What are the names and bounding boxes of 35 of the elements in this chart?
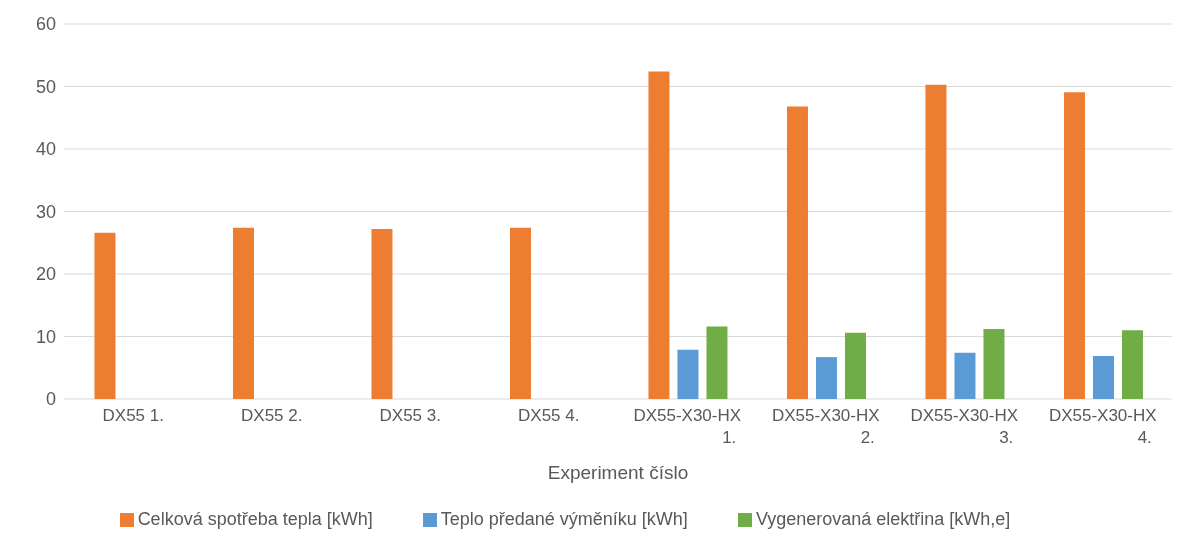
x-axis-title: Experiment číslo: [547, 462, 689, 483]
x-tick-label: DX55-X30-HX 4.: [1048, 406, 1157, 447]
bar: [706, 326, 728, 399]
bar: [232, 227, 254, 399]
bar: [648, 71, 670, 399]
y-tick-label: 50: [35, 76, 56, 97]
bar: [677, 349, 699, 399]
y-tick-label: 20: [35, 264, 56, 285]
y-tick-label: 60: [35, 14, 56, 35]
bar: [983, 329, 1005, 399]
bar: [509, 227, 531, 399]
x-tick-label: DX55 2.: [241, 406, 303, 425]
x-tick-label: DX55-X30-HX 1.: [633, 406, 742, 447]
bar: [1092, 355, 1114, 399]
y-tick-label: 0: [45, 389, 56, 410]
legend-label: Celková spotřeba tepla [kWh]: [137, 509, 373, 529]
bar: [815, 357, 837, 399]
bar: [786, 106, 808, 399]
bar: [1063, 92, 1085, 399]
x-tick-label: DX55 1.: [102, 406, 164, 425]
y-tick-label: 30: [35, 201, 56, 222]
x-tick-label: DX55 3.: [379, 406, 441, 425]
y-tick-label: 40: [35, 139, 56, 160]
bar: [925, 84, 947, 399]
bar: [371, 229, 393, 399]
legend-label: Teplo předané výměníku [kWh]: [440, 509, 688, 529]
x-tick-label: DX55-X30-HX 2.: [771, 406, 880, 447]
bar: [94, 232, 116, 399]
y-tick-label: 10: [35, 326, 56, 347]
x-tick-label: DX55-X30-HX 3.: [910, 406, 1019, 447]
bar: [1121, 330, 1143, 399]
legend-label: Vygenerovaná elektřina [kWh,e]: [755, 509, 1011, 529]
bar: [844, 332, 866, 399]
bar: [954, 352, 976, 399]
x-tick-label: DX55 4.: [518, 406, 580, 425]
